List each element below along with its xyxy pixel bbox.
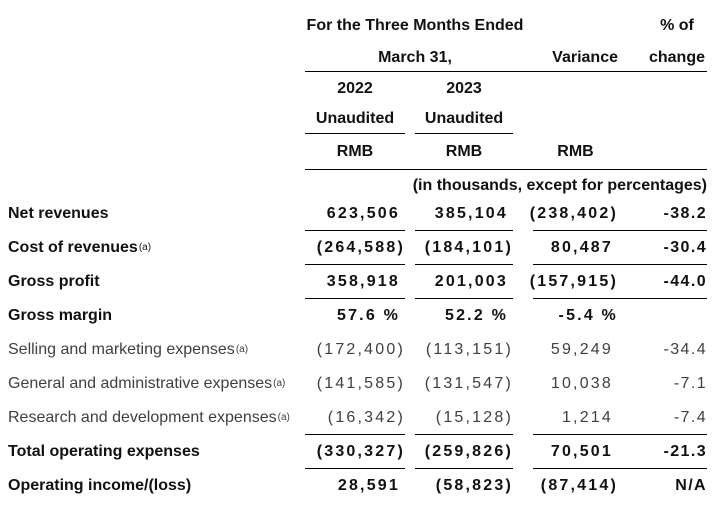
- value-variance: (87,414): [540, 477, 618, 494]
- value-variance: 10,038: [550, 375, 613, 392]
- table-row-gross-margin: Gross margin 57.6 % 52.2 % -5.4 %: [0, 299, 723, 333]
- value-pct-change: -38.2: [663, 204, 707, 222]
- row-label-cell: Net revenues: [0, 197, 305, 231]
- value-pct-change: -34.4: [663, 341, 707, 358]
- header-rule: [305, 71, 707, 72]
- row-label: Net revenues: [8, 205, 109, 222]
- value-variance: (157,915): [529, 272, 618, 290]
- row-label: Operating income/(loss): [8, 477, 192, 494]
- row-label: Selling and marketing expenses: [8, 341, 235, 358]
- value-2022: (141,585): [316, 375, 405, 392]
- row-label: Cost of revenues: [8, 239, 138, 256]
- value-2022: (172,400): [316, 341, 405, 358]
- value-variance: 59,249: [550, 341, 613, 358]
- table-row-gross-profit: Gross profit 358,918 201,003 (157,915) -…: [0, 265, 723, 299]
- value-2023: (184,101): [415, 231, 513, 265]
- currency-variance-label: RMB: [557, 143, 594, 160]
- value-variance: 70,501: [550, 442, 613, 460]
- row-label-cell: Total operating expenses: [0, 435, 305, 469]
- value-pct-change: [618, 299, 707, 333]
- value-variance: (238,402): [529, 204, 618, 222]
- variance-header: Variance: [552, 49, 618, 66]
- value-2023: 201,003: [415, 265, 513, 299]
- table-row-research-development-expenses: Research and development expenses (a) (16…: [0, 401, 723, 435]
- value-2022: 57.6 %: [336, 307, 400, 324]
- footnote-ref: (a): [273, 377, 286, 389]
- value-2023: 52.2 %: [444, 307, 508, 324]
- unaudited-2023-label: Unaudited: [415, 109, 513, 134]
- value-pct-change: -7.4: [673, 408, 707, 426]
- row-label: Gross margin: [8, 307, 113, 324]
- row-label-cell: Gross profit: [0, 265, 305, 299]
- row-label: Research and development expenses: [8, 409, 277, 426]
- table-row-net-revenues: Net revenues 623,506 385,104 (238,402) -…: [0, 197, 723, 231]
- row-label-cell: Gross margin: [0, 299, 305, 333]
- row-label-cell: Cost of revenues (a): [0, 231, 305, 265]
- table-row-selling-marketing-expenses: Selling and marketing expenses (a) (172,4…: [0, 333, 723, 367]
- value-2022: 28,591: [337, 477, 400, 494]
- row-label-cell: Research and development expenses (a): [0, 401, 305, 435]
- value-pct-change: N/A: [675, 477, 707, 494]
- value-2023: (113,151): [425, 341, 513, 358]
- table-body: Net revenues 623,506 385,104 (238,402) -…: [0, 197, 723, 503]
- table-row-total-operating-expenses: Total operating expenses (330,327) (259,…: [0, 435, 723, 469]
- value-2022: 358,918: [305, 265, 405, 299]
- value-2022: (16,342): [305, 401, 405, 435]
- table-row-cost-of-revenues: Cost of revenues (a) (264,588) (184,101) …: [0, 231, 723, 265]
- footnote-ref: (a): [277, 411, 290, 423]
- year-2022-header: 2022: [337, 80, 373, 97]
- variance-group: 70,501 -21.3: [533, 435, 707, 469]
- variance-group: -5.4 %: [533, 299, 707, 333]
- value-2022: (264,588): [305, 231, 405, 265]
- value-2023: 385,104: [415, 197, 513, 231]
- row-label-cell: Operating income/(loss): [0, 469, 305, 503]
- row-label: General and administrative expenses: [8, 375, 273, 392]
- value-variance: 1,214: [561, 408, 613, 426]
- table-row-general-administrative-expenses: General and administrative expenses (a) (…: [0, 367, 723, 401]
- variance-group: (238,402) -38.2: [529, 197, 707, 231]
- period-header-line1: For the Three Months Ended: [306, 17, 524, 34]
- value-pct-change: -7.1: [673, 375, 707, 392]
- table-row-operating-income-loss: Operating income/(loss) 28,591 (58,823) …: [0, 469, 723, 503]
- row-label-cell: Selling and marketing expenses (a): [0, 333, 305, 367]
- row-label-cell: General and administrative expenses (a): [0, 367, 305, 401]
- header-rule: [305, 169, 707, 170]
- value-2022: (330,327): [305, 435, 405, 469]
- value-2023: (259,826): [415, 435, 513, 469]
- variance-group: 80,487 -30.4: [533, 231, 707, 265]
- value-2022: 623,506: [305, 197, 405, 231]
- units-note: (in thousands, except for percentages): [412, 177, 707, 194]
- variance-group: 10,038 -7.1: [533, 367, 707, 401]
- pct-change-header-line2: change: [648, 49, 705, 66]
- value-pct-change: -21.3: [663, 442, 707, 460]
- row-label: Gross profit: [8, 273, 100, 290]
- year-2023-header: 2023: [446, 80, 482, 97]
- pct-change-header-line1: % of: [660, 17, 694, 34]
- footnote-ref: (a): [235, 343, 249, 355]
- value-pct-change: -30.4: [663, 238, 707, 256]
- value-variance: -5.4 %: [558, 307, 618, 324]
- value-2023: (15,128): [415, 401, 513, 435]
- value-2023: (131,547): [424, 375, 513, 392]
- value-pct-change: -44.0: [663, 272, 707, 290]
- value-2023: (58,823): [435, 477, 513, 494]
- currency-2023-label: RMB: [445, 143, 483, 160]
- variance-group: (87,414) N/A: [533, 469, 707, 503]
- variance-group: (157,915) -44.0: [529, 265, 707, 299]
- footnote-ref: (a): [138, 241, 152, 253]
- unaudited-2022-label: Unaudited: [305, 109, 405, 134]
- variance-group: 59,249 -34.4: [533, 333, 707, 367]
- period-header-line2: March 31,: [378, 49, 452, 66]
- variance-group: 1,214 -7.4: [533, 401, 707, 435]
- value-variance: 80,487: [550, 238, 613, 256]
- row-label: Total operating expenses: [8, 443, 200, 460]
- currency-2022-label: RMB: [336, 143, 374, 160]
